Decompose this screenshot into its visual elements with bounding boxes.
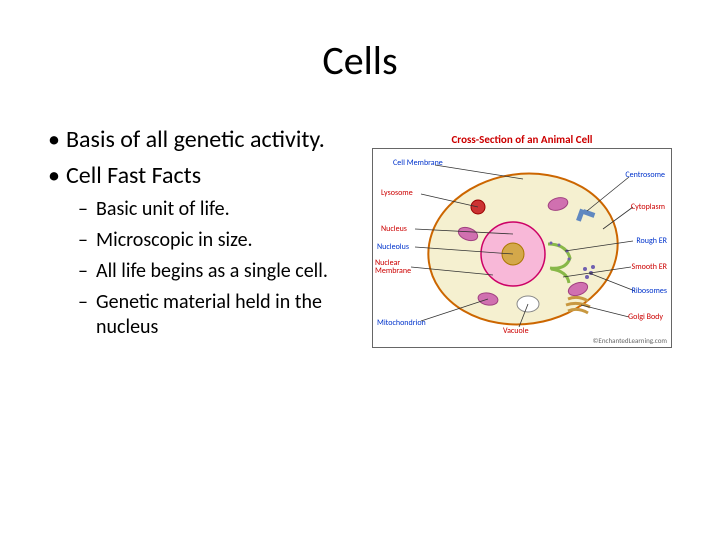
label-nucleolus: Nucleolus [377,243,409,251]
label-vacuole: Vacuole [503,327,529,335]
label-cytoplasm: Cytoplasm [631,203,665,211]
label-golgi-body: Golgi Body [628,313,663,321]
label-mitochondrion: Mitochondrion [377,319,426,327]
subbullet-genetic-material: Genetic material held in the nucleus [48,290,348,340]
diagram-column: Cross-Section of an Animal Cell [372,125,672,353]
label-ribosomes: Ribosomes [632,287,667,295]
diagram-credit: ©EnchantedLearning.com [593,336,667,345]
diagram-title: Cross-Section of an Animal Cell [372,133,672,146]
label-centrosome: Centrosome [625,171,665,179]
label-cell-membrane: Cell Membrane [393,159,443,167]
text-column: Basis of all genetic activity. Cell Fast… [48,125,348,353]
subbullet-basic-unit: Basic unit of life. [48,197,348,222]
label-lysosome: Lysosome [381,189,413,197]
label-nucleus: Nucleus [381,225,407,233]
label-rough-er: Rough ER [636,237,667,245]
label-nuclear-membrane: Nuclear Membrane [375,259,415,275]
bullet-basis: Basis of all genetic activity. [48,125,348,155]
label-smooth-er: Smooth ER [632,263,667,271]
subbullet-microscopic: Microscopic in size. [48,228,348,253]
content-row: Basis of all genetic activity. Cell Fast… [48,125,672,353]
bullet-fastfacts: Cell Fast Facts [48,161,348,191]
subbullet-single-cell: All life begins as a single cell. [48,259,348,284]
slide-title: Cells [48,36,672,85]
slide: Cells Basis of all genetic activity. Cel… [0,0,720,540]
diagram-box: Cell Membrane Lysosome Nucleus Nucleolus… [372,148,672,348]
cell-diagram: Cross-Section of an Animal Cell [372,133,672,353]
